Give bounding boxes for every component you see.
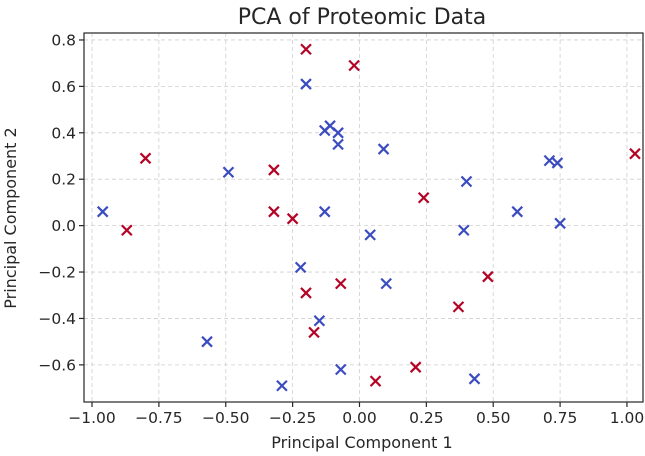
group-red-point: [409, 361, 422, 373]
grid-lines: [84, 33, 643, 402]
group-red-point: [348, 59, 360, 72]
group-red-point: [308, 326, 320, 339]
group-red-point: [629, 147, 641, 160]
y-axis-label: Principal Component 2: [1, 127, 20, 308]
group-blue-point: [334, 363, 347, 376]
group-blue-point: [332, 138, 344, 151]
group-blue-point: [458, 224, 470, 237]
x-tick-label: −0.25: [269, 409, 317, 427]
group-blue-point: [313, 314, 326, 327]
group-red-point: [482, 270, 494, 283]
group-red-point: [268, 205, 280, 218]
group-red-point: [300, 43, 312, 56]
y-axis-ticks: −0.6 −0.4 −0.2 0.0 0.2 0.4 0.6 0.8: [38, 31, 84, 374]
x-tick-label: −0.50: [202, 409, 250, 427]
y-tick-label: 0.8: [51, 31, 76, 49]
group-blue-point: [380, 277, 393, 290]
group-blue-point: [222, 166, 235, 179]
group-blue-point: [332, 127, 344, 139]
group-red-point: [452, 301, 465, 313]
y-tick-label: 0.6: [51, 78, 76, 96]
chart-title: PCA of Proteomic Data: [238, 5, 487, 30]
y-tick-label: −0.6: [38, 356, 76, 374]
group-blue-point: [201, 335, 213, 348]
y-tick-label: −0.4: [38, 310, 76, 328]
y-tick-label: 0.2: [51, 171, 76, 189]
group-red-point: [121, 224, 133, 237]
group-blue-point: [468, 373, 481, 385]
x-tick-label: −1.00: [68, 409, 116, 427]
y-tick-label: 0.4: [51, 124, 76, 142]
group-blue-point: [364, 229, 376, 241]
y-tick-label: −0.2: [38, 264, 76, 282]
group-red-point: [286, 212, 299, 225]
x-tick-label: 0.00: [342, 409, 377, 427]
group-blue-point: [318, 205, 331, 218]
group-blue-point: [511, 205, 524, 218]
group-red-point: [417, 191, 430, 204]
group-red-point: [268, 164, 280, 176]
group-blue-point: [460, 175, 473, 188]
y-tick-label: 0.0: [51, 217, 76, 235]
group-red-point: [139, 152, 152, 165]
x-tick-label: 0.75: [543, 409, 578, 427]
group-blue-point: [543, 154, 556, 167]
group-blue-point: [96, 205, 109, 218]
group-red-point: [369, 375, 382, 387]
group-blue-point: [294, 261, 307, 274]
group-blue-point: [300, 78, 312, 90]
group-blue-point: [554, 217, 566, 230]
x-tick-label: 0.50: [476, 409, 511, 427]
group-red-point: [300, 287, 312, 299]
x-axis-ticks: −1.00 −0.75 −0.50 −0.25 0.00 0.25 0.50 0.75 1.00: [68, 402, 644, 427]
group-blue-point: [551, 157, 564, 169]
group-blue-point: [377, 143, 390, 155]
x-tick-label: −0.75: [135, 409, 183, 427]
data-points: [96, 43, 641, 392]
group-red-point: [334, 277, 347, 290]
group-blue-point: [276, 379, 288, 392]
plot-area-frame: [83, 32, 644, 403]
x-tick-label: 1.00: [610, 409, 645, 427]
x-axis-label: Principal Component 1: [271, 433, 452, 452]
x-tick-label: 0.25: [409, 409, 444, 427]
